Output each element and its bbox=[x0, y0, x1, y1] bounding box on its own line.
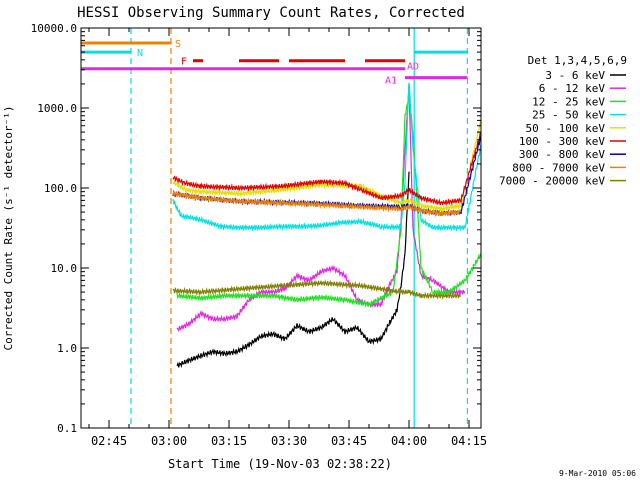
date-stamp: 9-Mar-2010 05:06 bbox=[559, 469, 636, 478]
y-tick-label-2: 10.0 bbox=[51, 262, 78, 275]
flag-label-3: AD bbox=[407, 62, 419, 73]
series-line-1 bbox=[176, 84, 466, 333]
axes: 0.1 1.0 10.0 100.0 1000.0 10000.0 02:45 03:00 03… bbox=[31, 22, 487, 448]
y-tick-label-3: 100.0 bbox=[44, 182, 77, 195]
series-line-5 bbox=[172, 131, 482, 207]
chart-title: HESSI Observing Summary Count Rates, Cor… bbox=[77, 5, 465, 21]
x-axis-label: Start Time (19-Nov-03 02:38:22) bbox=[168, 457, 392, 471]
y-tick-label-1: 1.0 bbox=[57, 342, 77, 355]
y-axis-label: Corrected Count Rate (s⁻¹ detector⁻¹) bbox=[2, 105, 15, 350]
plot-area: S N F AD A1 bbox=[81, 28, 482, 428]
y-tick-label-4: 1000.0 bbox=[37, 102, 77, 115]
x-tick-label-5: 04:00 bbox=[391, 434, 427, 448]
legend-entry-1: 6 - 12 keV bbox=[539, 82, 606, 95]
legend-title: Det 1,3,4,5,6,9 bbox=[528, 54, 627, 67]
series-line-3 bbox=[172, 82, 482, 233]
x-tick-label-3: 03:30 bbox=[271, 434, 307, 448]
x-tick-label-1: 03:00 bbox=[151, 434, 187, 448]
legend-entry-7: 800 - 7000 keV bbox=[512, 161, 605, 174]
x-tick-label-4: 03:45 bbox=[331, 434, 367, 448]
legend-entry-4: 50 - 100 keV bbox=[526, 122, 606, 135]
flag-label-2: F bbox=[181, 57, 187, 68]
series-line-2 bbox=[176, 93, 482, 307]
y-tick-label-5: 10000.0 bbox=[31, 22, 77, 35]
legend-entry-6: 300 - 800 keV bbox=[519, 148, 605, 161]
series-line-8 bbox=[172, 279, 462, 301]
legend-entry-2: 12 - 25 keV bbox=[532, 95, 605, 108]
x-tick-label-6: 04:15 bbox=[451, 434, 487, 448]
flag-label-0: S bbox=[175, 39, 181, 50]
plot-frame bbox=[80, 27, 482, 429]
legend-entry-8: 7000 - 20000 keV bbox=[499, 175, 605, 188]
flag-label-4: A1 bbox=[385, 76, 397, 87]
x-tick-label-2: 03:15 bbox=[211, 434, 247, 448]
series-line-7 bbox=[172, 190, 462, 217]
legend-entry-3: 25 - 50 keV bbox=[532, 109, 605, 122]
x-tick-label-0: 02:45 bbox=[91, 434, 127, 448]
y-tick-label-0: 0.1 bbox=[57, 422, 77, 435]
series-line-0 bbox=[176, 171, 410, 369]
flag-label-1: N bbox=[137, 48, 143, 59]
legend-entry-5: 100 - 300 keV bbox=[519, 135, 605, 148]
legend-entry-0: 3 - 6 keV bbox=[545, 69, 605, 82]
